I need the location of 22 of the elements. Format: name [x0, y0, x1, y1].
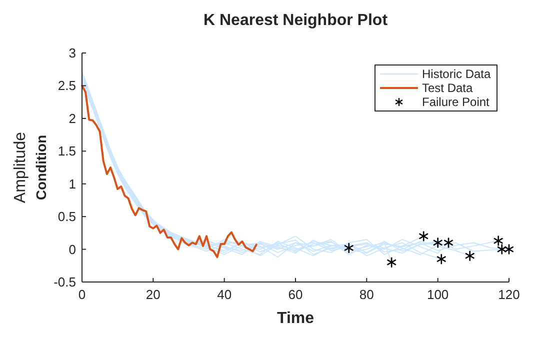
y-tick-label: 2: [68, 110, 76, 126]
legend-label: Test Data: [422, 81, 474, 95]
text: Amplitude: [12, 132, 29, 204]
chart-title: K Nearest Neighbor Plot: [203, 12, 388, 29]
x-tick-label: 60: [288, 287, 303, 302]
y-tick-label: 1: [68, 176, 76, 192]
y-tick-label: -0.5: [54, 274, 76, 290]
x-tick-label: 0: [78, 287, 86, 302]
x-tick-label: 40: [217, 287, 232, 302]
y-tick-label: 1.5: [58, 144, 76, 159]
x-tick-label: 80: [359, 287, 374, 302]
legend-label: Historic Data: [422, 67, 492, 81]
y-tick-label: 2.5: [58, 78, 76, 94]
legend-label: Failure Point: [422, 95, 490, 109]
y-tick-label: 3: [68, 46, 76, 60]
y-tick-label: 0: [68, 242, 76, 257]
x-tick-label: 120: [498, 287, 520, 302]
x-tick-label: 100: [426, 287, 449, 302]
y-axis-title: Condition: [33, 134, 49, 200]
y-tick-label: 0.5: [58, 209, 76, 224]
x-tick-label: 20: [146, 287, 160, 302]
x-axis-title: Time: [276, 310, 314, 327]
